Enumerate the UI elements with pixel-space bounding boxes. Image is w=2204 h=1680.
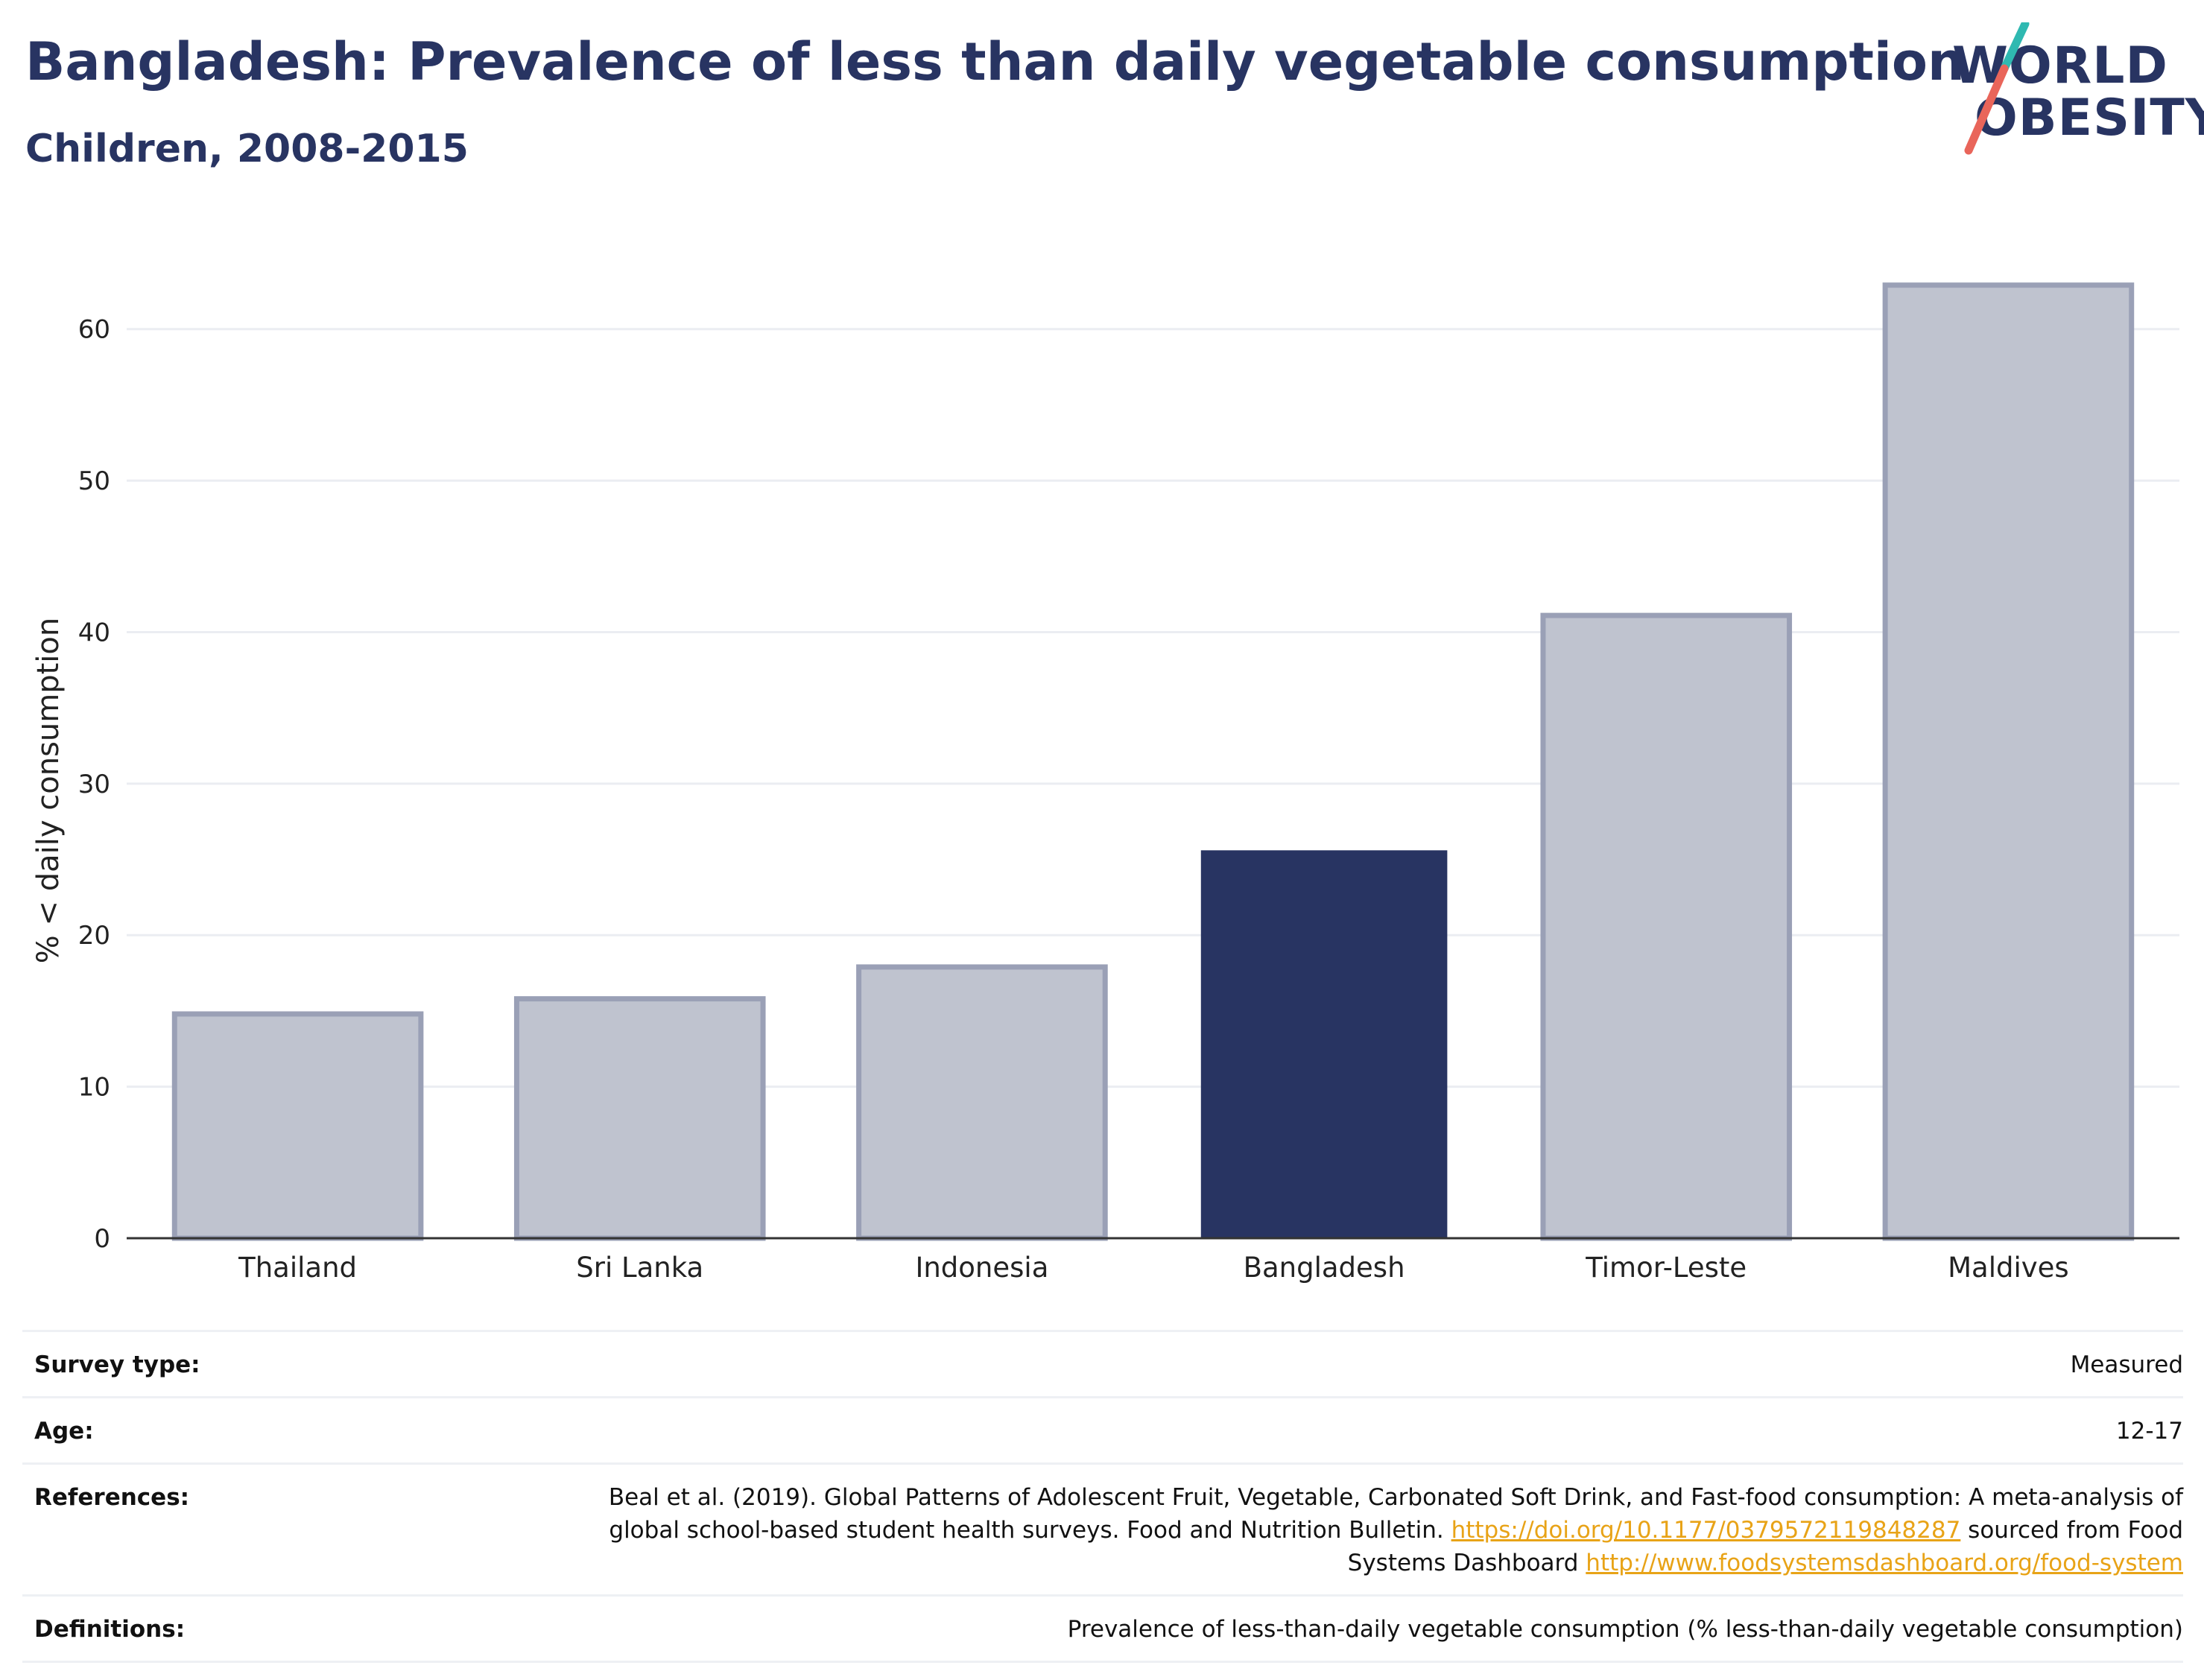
age-row: Age: 12-17 xyxy=(22,1396,2183,1462)
world-obesity-logo: WORLD OBESITY xyxy=(1945,22,2204,164)
bar-maldives xyxy=(1882,282,2135,1241)
x-tick-label-thailand: Thailand xyxy=(238,1252,357,1284)
survey-type-row: Survey type: Measured xyxy=(22,1330,2183,1396)
bar-chart: 0 10 20 30 40 50 60 Thailand Sri Lanka Indonesia B… xyxy=(31,282,2179,1284)
y-tick-label-50: 50 xyxy=(78,466,110,496)
references-row: References: Beal et al. (2019). Global P… xyxy=(22,1462,2183,1594)
x-tick-label-timor-leste: Timor-Leste xyxy=(1585,1252,1747,1284)
survey-type-label: Survey type: xyxy=(34,1351,200,1378)
y-tick-label-20: 20 xyxy=(78,921,110,951)
y-axis-label: % < daily consumption xyxy=(31,618,66,963)
grid-lines xyxy=(127,328,2179,1088)
x-tick-label-sri-lanka: Sri Lanka xyxy=(576,1252,703,1284)
logo-line1: WORLD xyxy=(1952,37,2168,95)
definitions-value: Prevalence of less-than-daily vegetable … xyxy=(1067,1616,2183,1643)
axes: 0 10 20 30 40 50 60 Thailand Sri Lanka Indonesia B… xyxy=(78,315,2179,1284)
bar-indonesia xyxy=(856,964,1108,1241)
bar-thailand xyxy=(171,1011,424,1241)
metadata-table: Survey type: Measured Age: 12-17 Referen… xyxy=(22,1330,2183,1664)
page-subtitle: Children, 2008-2015 xyxy=(25,127,469,171)
survey-type-value: Measured xyxy=(2070,1351,2183,1378)
y-tick-label-60: 60 xyxy=(78,315,110,345)
bars xyxy=(171,282,2135,1241)
references-label: References: xyxy=(34,1484,190,1512)
references-text-1: Beal et al. (2019). Global Patterns of A… xyxy=(608,1484,2183,1544)
page-title: Bangladesh: Prevalence of less than dail… xyxy=(25,31,1965,92)
y-tick-label-0: 0 xyxy=(94,1224,110,1254)
bar-bangladesh xyxy=(1200,850,1448,1238)
references-dashboard-link[interactable]: http://www.foodsystemsdashboard.org/food… xyxy=(1586,1550,2183,1577)
y-tick-label-40: 40 xyxy=(78,618,110,647)
logo-line2: OBESITY xyxy=(1975,89,2204,148)
y-tick-label-30: 30 xyxy=(78,770,110,799)
references-doi-link[interactable]: https://doi.org/10.1177/0379572119848287 xyxy=(1451,1517,1961,1544)
logo-slash-icon xyxy=(1964,22,2030,155)
bar-timor-leste xyxy=(1540,612,1793,1241)
x-tick-label-maldives: Maldives xyxy=(1948,1252,2069,1284)
definitions-row: Definitions: Prevalence of less-than-dai… xyxy=(22,1594,2183,1664)
definitions-label: Definitions: xyxy=(34,1616,186,1643)
references-text-2: sourced from Food Systems Dashboard xyxy=(1347,1517,2183,1577)
age-value: 12-17 xyxy=(2115,1418,2183,1445)
x-tick-label-indonesia: Indonesia xyxy=(915,1252,1048,1284)
x-tick-label-bangladesh: Bangladesh xyxy=(1244,1252,1405,1284)
age-label: Age: xyxy=(34,1418,94,1445)
references-value: Beal et al. (2019). Global Patterns of A… xyxy=(581,1481,2183,1579)
y-tick-label-10: 10 xyxy=(78,1073,110,1103)
bar-sri-lanka xyxy=(513,996,766,1241)
